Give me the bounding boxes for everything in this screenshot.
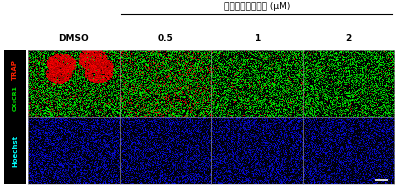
Text: 2: 2 <box>345 34 351 43</box>
Text: 0.5: 0.5 <box>157 34 173 43</box>
Text: CX₃CR1: CX₃CR1 <box>12 85 18 111</box>
Text: DMSO: DMSO <box>58 34 89 43</box>
Text: Hoechst: Hoechst <box>12 135 18 167</box>
Text: TRAP: TRAP <box>12 60 18 80</box>
Text: 1: 1 <box>254 34 260 43</box>
Text: チオストレプトン (μM): チオストレプトン (μM) <box>224 2 290 11</box>
